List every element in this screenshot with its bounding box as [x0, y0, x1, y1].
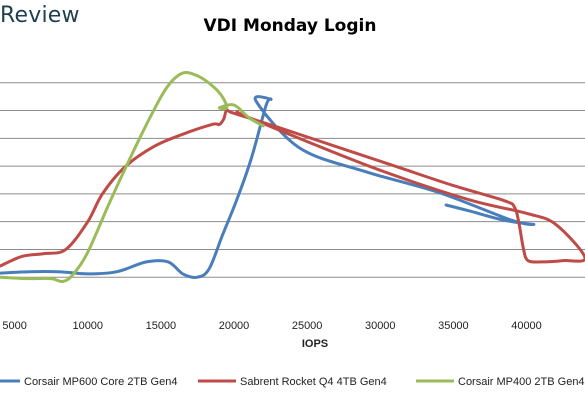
series-lines — [0, 71, 585, 283]
x-tick-label: 35000 — [438, 320, 469, 332]
legend-label-3: Corsair MP400 2TB Gen4 — [458, 376, 585, 388]
brand-logo-text: Review — [0, 3, 80, 28]
x-tick-label: 15000 — [146, 320, 177, 332]
x-tick-labels: 5000 10000 15000 20000 25000 30000 35000 40000 — [2, 320, 541, 332]
x-tick-label: 20000 — [219, 320, 250, 332]
x-tick-label: 25000 — [292, 320, 323, 332]
x-tick-label: 40000 — [511, 320, 542, 332]
series-line-3 — [0, 71, 265, 283]
x-axis-label: IOPS — [302, 338, 328, 350]
chart-title: VDI Monday Login — [204, 16, 377, 36]
x-tick-label: 5000 — [2, 320, 26, 332]
legend: Corsair MP600 Core 2TB Gen4 Sabrent Rocke… — [0, 376, 585, 388]
series-line-2 — [0, 108, 585, 268]
series-line-1 — [0, 95, 536, 279]
gridlines — [0, 82, 585, 278]
legend-label-2: Sabrent Rocket Q4 4TB Gen4 — [240, 376, 387, 388]
legend-label-1: Corsair MP600 Core 2TB Gen4 — [24, 376, 177, 388]
x-tick-label: 30000 — [365, 320, 396, 332]
x-tick-label: 10000 — [72, 320, 103, 332]
